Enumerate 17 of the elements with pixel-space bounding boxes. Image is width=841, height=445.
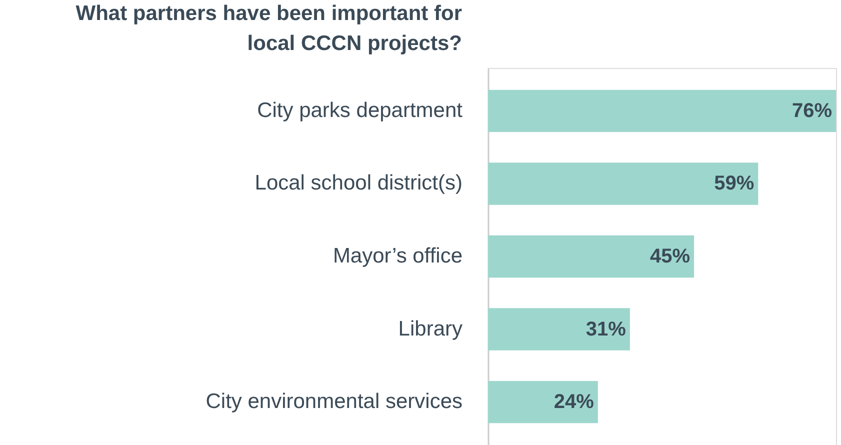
text: What partners have been important for xyxy=(76,2,462,25)
bar xyxy=(488,90,836,132)
bar xyxy=(488,380,598,424)
y-tick-label: Mayor’s office xyxy=(332,244,462,268)
y-tick-label: Local school district(s) xyxy=(254,172,462,195)
data-label: 31% xyxy=(586,318,626,340)
data-label: 45% xyxy=(650,246,690,268)
data-label: 59% xyxy=(714,172,754,195)
bar xyxy=(488,162,758,205)
bar xyxy=(488,235,694,278)
data-label: 76% xyxy=(792,100,832,122)
bar xyxy=(488,308,630,350)
y-tick-label: Library xyxy=(398,317,463,340)
data-label: 24% xyxy=(554,391,594,414)
y-tick-label: City parks department xyxy=(257,98,463,122)
text: local CCCN projects? xyxy=(247,32,462,55)
y-tick-label: City environmental services xyxy=(206,390,462,414)
